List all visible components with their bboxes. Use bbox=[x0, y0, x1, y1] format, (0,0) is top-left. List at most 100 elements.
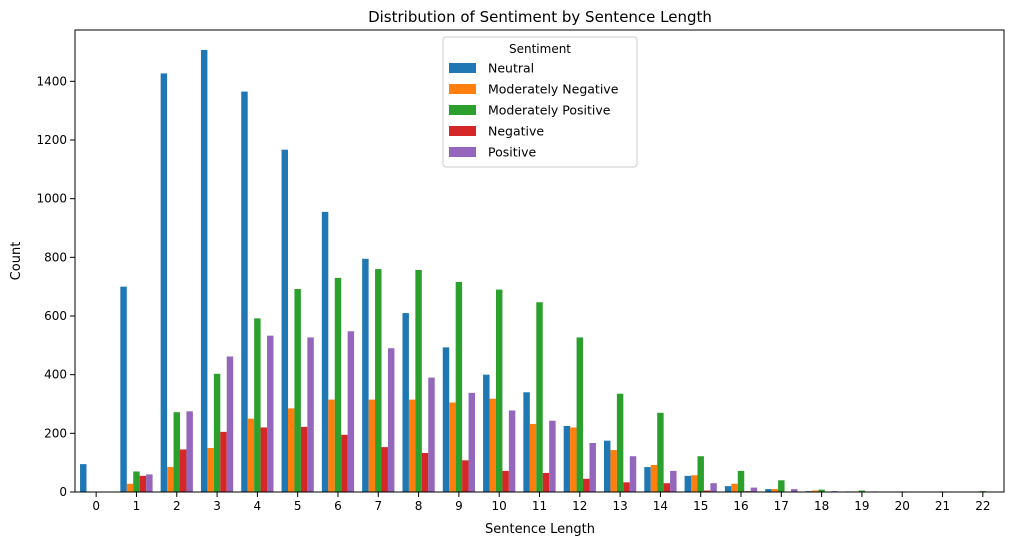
legend-swatch bbox=[449, 84, 476, 94]
bar-moderately-negative-17 bbox=[771, 489, 779, 492]
bar-negative-4 bbox=[260, 427, 268, 492]
bar-moderately-negative-14 bbox=[650, 465, 658, 492]
bar-negative-14 bbox=[663, 483, 671, 492]
x-tick-label: 3 bbox=[213, 499, 221, 513]
bar-moderately-positive-2 bbox=[173, 412, 180, 492]
x-tick-label: 20 bbox=[895, 499, 910, 513]
bar-positive-3 bbox=[226, 356, 234, 492]
bar-moderately-positive-5 bbox=[294, 289, 301, 492]
bar-moderately-negative-13 bbox=[610, 450, 617, 492]
y-tick-label: 800 bbox=[44, 250, 67, 264]
bar-moderately-negative-4 bbox=[247, 418, 255, 492]
bar-negative-15 bbox=[703, 490, 711, 492]
bar-positive-7 bbox=[387, 348, 395, 492]
x-tick-label: 4 bbox=[254, 499, 262, 513]
bar-neutral-10 bbox=[483, 374, 490, 492]
bar-neutral-5 bbox=[281, 149, 289, 492]
bar-positive-5 bbox=[307, 337, 314, 492]
bar-neutral-7 bbox=[362, 258, 369, 492]
y-tick-label: 200 bbox=[44, 426, 67, 440]
legend-label: Moderately Negative bbox=[488, 82, 619, 97]
bar-moderately-negative-12 bbox=[570, 427, 577, 492]
x-tick-label: 13 bbox=[612, 499, 627, 513]
legend-title: Sentiment bbox=[509, 42, 571, 56]
bar-positive-17 bbox=[791, 489, 798, 492]
bar-positive-12 bbox=[589, 443, 596, 492]
x-tick-label: 22 bbox=[975, 499, 990, 513]
bar-moderately-negative-10 bbox=[489, 398, 496, 492]
bar-moderately-negative-5 bbox=[288, 408, 295, 492]
legend: Sentiment Neutral Moderately Negative Mode… bbox=[442, 36, 638, 168]
bar-moderately-negative-16 bbox=[731, 483, 738, 492]
bar-moderately-positive-12 bbox=[576, 337, 584, 492]
bar-moderately-positive-7 bbox=[375, 269, 382, 492]
bar-moderately-positive-6 bbox=[334, 277, 342, 492]
y-tick-label: 0 bbox=[59, 485, 67, 499]
bar-positive-1 bbox=[146, 474, 153, 492]
x-tick-label: 10 bbox=[492, 499, 507, 513]
legend-swatch bbox=[449, 105, 476, 115]
bar-moderately-negative-1 bbox=[126, 483, 134, 492]
bar-moderately-negative-2 bbox=[167, 467, 174, 492]
bar-positive-16 bbox=[750, 487, 758, 492]
y-tick-label: 600 bbox=[44, 309, 67, 323]
bar-positive-13 bbox=[629, 456, 637, 492]
y-tick-label: 1400 bbox=[36, 74, 67, 88]
bar-moderately-negative-15 bbox=[691, 475, 698, 492]
bar-moderately-positive-15 bbox=[697, 456, 704, 492]
bar-positive-10 bbox=[508, 410, 516, 492]
legend-label: Moderately Positive bbox=[488, 103, 611, 118]
bar-negative-6 bbox=[341, 434, 348, 492]
bar-neutral-1 bbox=[120, 286, 127, 492]
y-tick-label: 1000 bbox=[36, 192, 67, 206]
bar-neutral-17 bbox=[765, 489, 772, 492]
bar-negative-5 bbox=[300, 426, 308, 492]
bar-moderately-negative-9 bbox=[449, 402, 456, 492]
bar-negative-7 bbox=[381, 447, 388, 492]
bar-neutral-2 bbox=[160, 73, 168, 492]
legend-swatch bbox=[449, 147, 476, 157]
x-tick-label: 9 bbox=[455, 499, 463, 513]
bar-positive-11 bbox=[549, 420, 556, 492]
y-axis-label: Count bbox=[9, 242, 24, 281]
bar-moderately-positive-4 bbox=[254, 318, 261, 492]
y-tick-label: 400 bbox=[44, 368, 67, 382]
bar-moderately-positive-13 bbox=[616, 393, 624, 492]
x-tick-label: 17 bbox=[774, 499, 789, 513]
bar-moderately-negative-3 bbox=[207, 448, 214, 492]
bar-moderately-negative-18 bbox=[811, 490, 819, 492]
x-tick-label: 21 bbox=[935, 499, 950, 513]
bar-moderately-positive-9 bbox=[455, 281, 463, 492]
x-tick-label: 11 bbox=[532, 499, 547, 513]
bar-moderately-negative-7 bbox=[368, 399, 376, 492]
x-tick-label: 12 bbox=[572, 499, 587, 513]
bar-positive-4 bbox=[267, 335, 274, 492]
bar-moderately-positive-3 bbox=[213, 373, 221, 492]
bar-moderately-positive-8 bbox=[415, 269, 422, 492]
bar-negative-12 bbox=[583, 478, 590, 492]
x-axis-label: Sentence Length bbox=[485, 522, 595, 537]
bar-moderately-positive-19 bbox=[858, 490, 866, 492]
bar-moderately-negative-8 bbox=[408, 399, 416, 492]
bar-neutral-14 bbox=[644, 467, 651, 492]
bar-negative-8 bbox=[421, 452, 429, 492]
bar-positive-9 bbox=[468, 392, 476, 492]
bar-neutral-9 bbox=[442, 347, 450, 492]
bar-moderately-positive-16 bbox=[737, 470, 745, 492]
bar-neutral-15 bbox=[684, 475, 692, 492]
bar-moderately-positive-14 bbox=[657, 412, 664, 492]
x-tick-label: 6 bbox=[334, 499, 342, 513]
bar-negative-11 bbox=[542, 472, 550, 492]
x-tick-label: 1 bbox=[133, 499, 141, 513]
bar-positive-6 bbox=[347, 331, 355, 492]
x-tick-label: 18 bbox=[814, 499, 829, 513]
x-tick-label: 19 bbox=[854, 499, 869, 513]
bar-moderately-positive-18 bbox=[818, 489, 825, 492]
legend-label: Neutral bbox=[488, 61, 534, 76]
bar-neutral-4 bbox=[241, 91, 248, 492]
bar-moderately-positive-1 bbox=[133, 471, 140, 492]
bar-neutral-16 bbox=[724, 486, 732, 492]
y-tick-label: 1200 bbox=[36, 133, 67, 147]
legend-swatch bbox=[449, 63, 476, 73]
